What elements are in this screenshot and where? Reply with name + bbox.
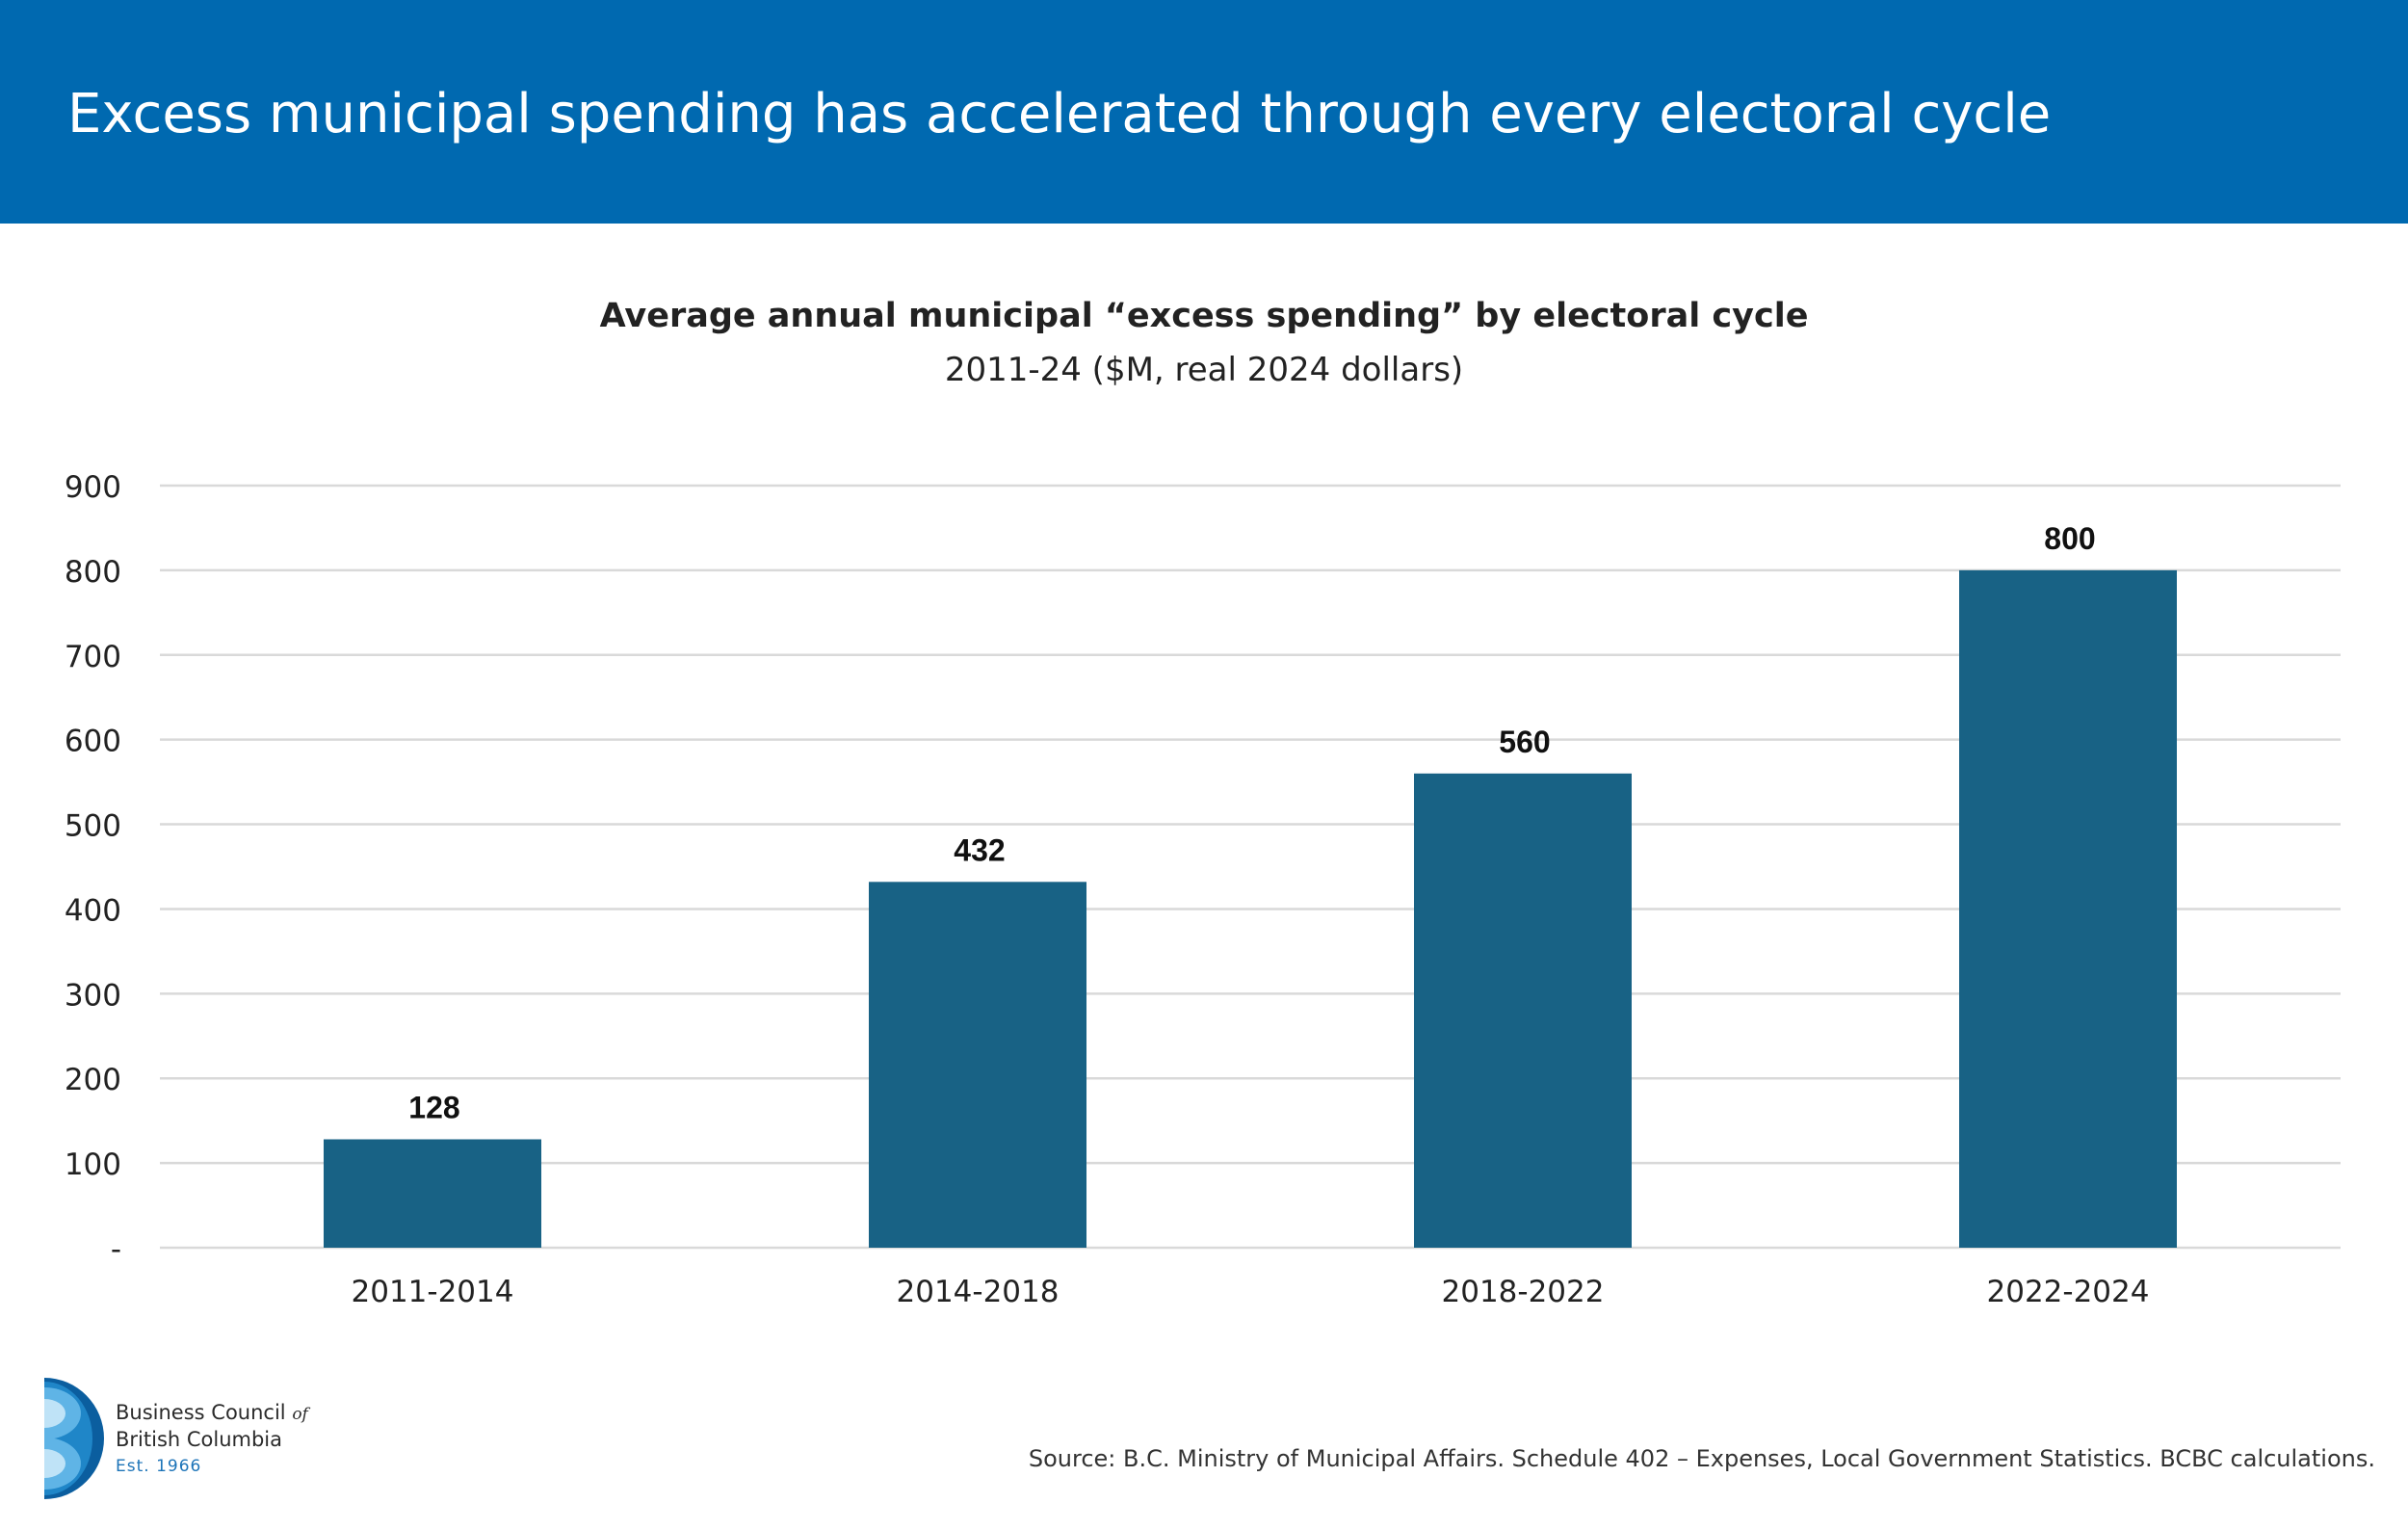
y-tick-label: 900 bbox=[65, 470, 121, 505]
bar-2014-2018 bbox=[869, 882, 1086, 1248]
data-label: 432 bbox=[954, 832, 1005, 867]
y-axis-ticks: - 100 200 300 400 500 600 700 800 900 bbox=[65, 470, 121, 1267]
chart-subtitle: 2011-24 ($M, real 2024 dollars) bbox=[944, 351, 1464, 389]
y-tick-label: 800 bbox=[65, 555, 121, 590]
bar-2018-2022 bbox=[1414, 773, 1632, 1248]
y-tick-label: - bbox=[111, 1232, 121, 1267]
y-tick-label: 600 bbox=[65, 725, 121, 759]
page-title: Excess municipal spending has accelerate… bbox=[67, 83, 2052, 145]
bars bbox=[324, 569, 2177, 1248]
logo-est: Est. 1966 bbox=[116, 1457, 202, 1476]
data-label: 560 bbox=[1499, 725, 1550, 759]
header-banner: Excess municipal spending has accelerate… bbox=[0, 0, 2408, 224]
x-tick-label: 2018-2022 bbox=[1442, 1275, 1605, 1309]
logo-text-line1: Business Council of bbox=[116, 1401, 308, 1424]
x-tick-label: 2011-2014 bbox=[352, 1275, 514, 1309]
bar-2022-2024 bbox=[1959, 569, 2177, 1248]
bar-2011-2014 bbox=[324, 1139, 541, 1248]
y-tick-label: 700 bbox=[65, 640, 121, 674]
data-label: 800 bbox=[2044, 521, 2095, 556]
data-labels: 128 432 560 800 bbox=[408, 521, 2095, 1125]
y-tick-label: 400 bbox=[65, 893, 121, 928]
y-tick-label: 200 bbox=[65, 1063, 121, 1097]
bcbc-logo: Business Council of British Columbia Est… bbox=[44, 1378, 333, 1499]
chart-title: Average annual municipal “excess spendin… bbox=[599, 297, 1809, 335]
data-label: 128 bbox=[408, 1091, 459, 1125]
source-note: Source: B.C. Ministry of Municipal Affai… bbox=[1028, 1445, 2375, 1472]
y-tick-label: 100 bbox=[65, 1148, 121, 1182]
logo-mark-icon bbox=[44, 1378, 104, 1499]
x-tick-label: 2014-2018 bbox=[897, 1275, 1060, 1309]
logo-of: of bbox=[292, 1405, 308, 1424]
y-tick-label: 500 bbox=[65, 809, 121, 844]
y-tick-label: 300 bbox=[65, 978, 121, 1013]
x-tick-label: 2022-2024 bbox=[1987, 1275, 2150, 1309]
logo-text-line2: British Columbia bbox=[116, 1428, 283, 1451]
x-axis-ticks: 2011-2014 2014-2018 2018-2022 2022-2024 bbox=[352, 1275, 2150, 1309]
